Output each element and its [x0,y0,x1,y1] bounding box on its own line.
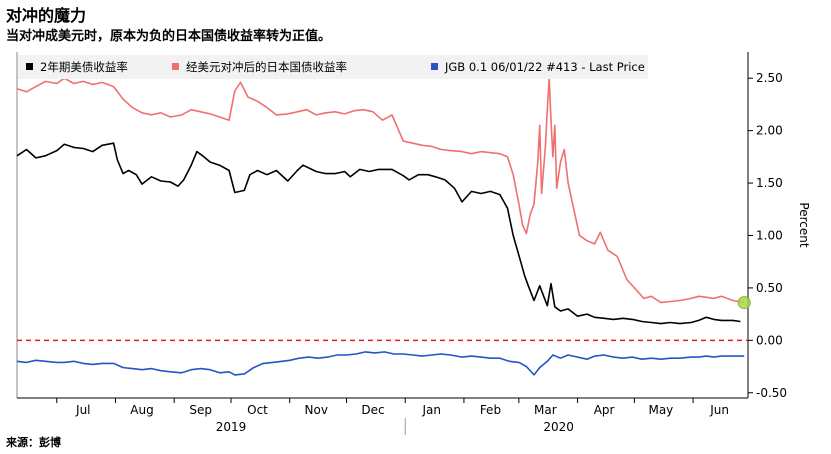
y-tick-label: 0.50 [756,281,783,295]
x-tick-label: Jul [75,403,90,417]
x-tick-label: Sep [189,403,212,417]
y-tick-label: 2.00 [756,124,783,138]
legend-label: 经美元对冲后的日本国债收益率 [186,60,347,74]
x-tick-label: Feb [480,403,501,417]
legend-background [18,55,648,79]
x-tick-label: Aug [130,403,153,417]
x-tick-label: Mar [534,403,557,417]
x-tick-label: Oct [247,403,268,417]
y-tick-label: -0.50 [756,386,787,400]
year-label: 2020 [543,420,574,434]
y-tick-label: 2.50 [756,71,783,85]
legend-swatch [172,63,179,70]
series-line-1 [16,142,741,325]
series-line-3 [16,351,745,376]
legend-swatch [26,63,33,70]
x-tick-label: Dec [361,403,384,417]
last-point-marker [737,296,751,310]
x-tick-label: Jan [421,403,441,417]
y-axis-title: Percent [797,202,811,247]
chart-subtitle: 当对冲成美元时，原本为负的日本国债收益率转为正值。 [6,29,332,44]
year-label: 2019 [216,420,247,434]
y-tick-label: 0.00 [756,333,783,347]
y-tick-label: 1.00 [756,228,783,242]
chart-title: 对冲的魔力 [6,6,87,25]
x-tick-label: Apr [594,403,615,417]
source-note: 来源：彭博 [6,436,61,449]
x-tick-label: May [648,403,673,417]
x-tick-label: Jun [709,403,729,417]
y-tick-label: 1.50 [756,176,783,190]
legend: 2年期美债收益率 经美元对冲后的日本国债收益率 JGB 0.1 06/01/22 #… [18,55,648,79]
legend-label: 2年期美债收益率 [40,60,128,74]
legend-swatch [431,63,438,70]
legend-label: JGB 0.1 06/01/22 #413 - Last Price [444,60,645,74]
x-tick-label: Nov [305,403,328,417]
series-line-2 [16,77,745,304]
